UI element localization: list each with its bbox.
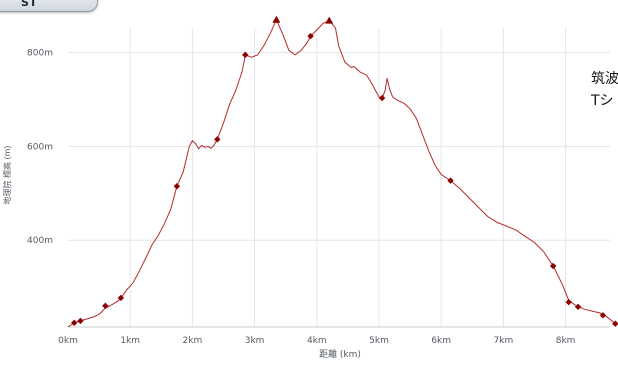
x-tick-label: 4km (307, 336, 327, 346)
waypoint-marker (378, 94, 386, 102)
waypoint-marker (71, 319, 78, 326)
waypoint-markers (71, 32, 618, 327)
x-tick-label: 8km (556, 336, 576, 346)
summit-marker (325, 16, 334, 24)
side-note-line-1: 筑波 (591, 71, 618, 87)
chart-grid (68, 28, 610, 327)
y-tick-labels: 400m 600m 800m (27, 49, 53, 247)
y-axis-title: 地理院 標高 (m) (2, 145, 12, 204)
waypoint-marker (77, 317, 84, 325)
waypoint-marker (447, 177, 454, 184)
x-tick-label: 1km (120, 336, 140, 346)
side-note: 筑波 Tシ (591, 68, 618, 112)
waypoint-marker (565, 298, 572, 306)
y-tick-label: 400m (27, 236, 53, 246)
y-tick-label: 800m (27, 49, 53, 59)
waypoint-marker (173, 183, 181, 190)
x-tick-labels: 0km 1km 2km 3km 4km 5km 6km 7km 8km (58, 336, 575, 346)
waypoint-marker (242, 51, 249, 59)
waypoint-marker (102, 302, 109, 310)
x-tick-label: 3km (245, 336, 265, 346)
corner-tab-button[interactable]: ST (0, 0, 98, 12)
y-tick-label: 600m (27, 142, 53, 152)
x-tick-label: 7km (494, 336, 514, 346)
x-tick-label: 6km (431, 336, 451, 346)
side-note-line-2: Tシ (591, 93, 614, 109)
waypoint-marker (599, 312, 607, 319)
waypoint-marker (549, 262, 557, 270)
x-tick-label: 0km (58, 336, 78, 346)
summit-markers (272, 15, 334, 24)
x-axis-title: 距離 (km) (319, 348, 361, 360)
waypoint-marker (307, 32, 314, 40)
waypoint-marker (612, 320, 618, 327)
waypoint-marker (117, 294, 125, 302)
waypoint-marker (574, 303, 582, 311)
x-tick-label: 5km (369, 336, 389, 346)
waypoint-marker (214, 136, 221, 143)
corner-tab-label: ST (21, 0, 38, 9)
summit-marker (272, 15, 281, 23)
x-tick-label: 2km (183, 336, 203, 346)
